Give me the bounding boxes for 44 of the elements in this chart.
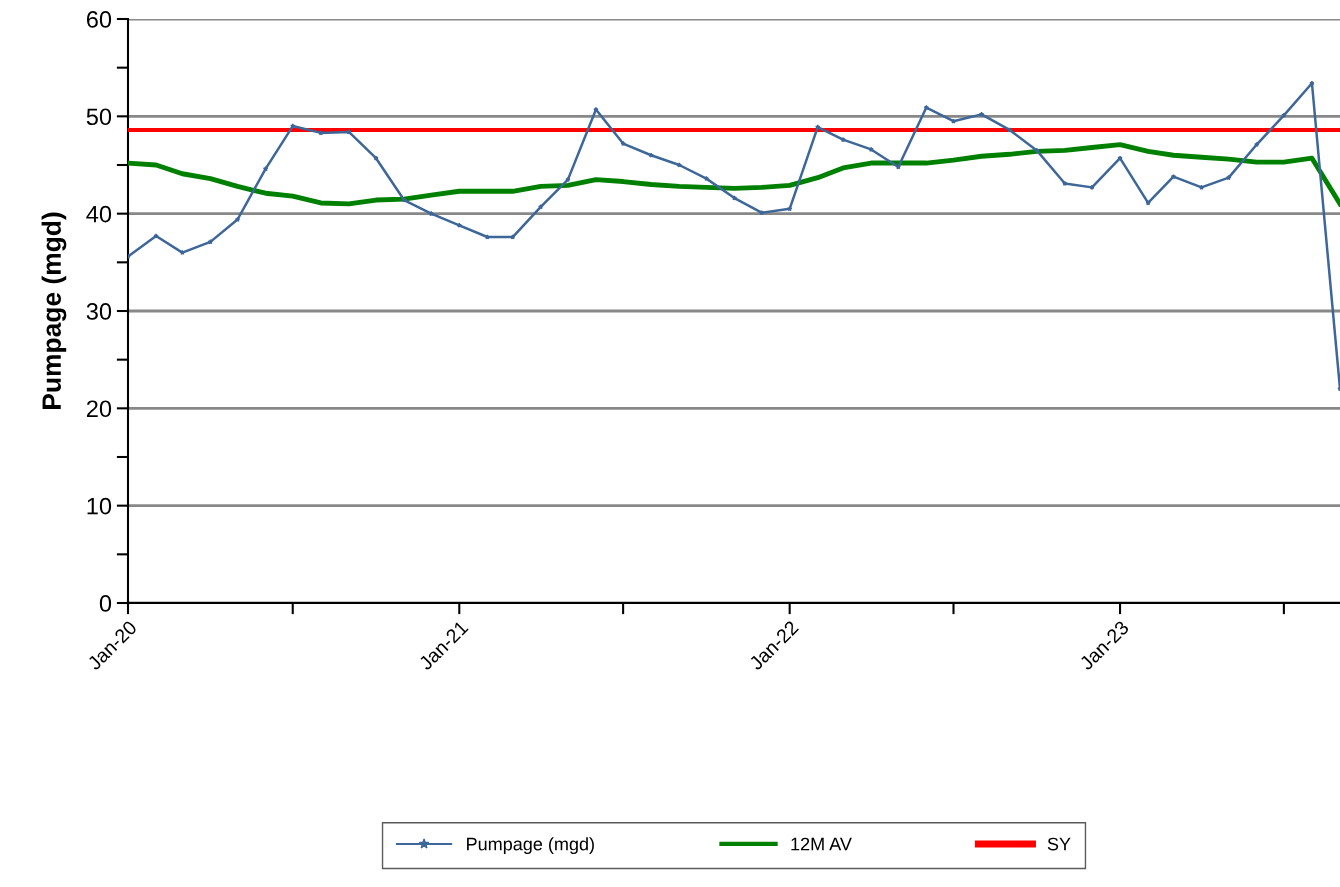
- point: [484, 234, 491, 240]
- point: [703, 175, 710, 182]
- point: [428, 210, 434, 217]
- point: [401, 197, 407, 203]
- point: [153, 233, 159, 239]
- point: [1170, 173, 1177, 180]
- point: [565, 176, 571, 182]
- line-series: [128, 142, 1340, 207]
- point: [840, 136, 846, 143]
- point: [648, 152, 654, 158]
- point: [290, 123, 296, 129]
- point: [1089, 184, 1095, 190]
- y-tick-label: 0: [99, 595, 112, 612]
- point: [1309, 80, 1315, 86]
- point: [786, 206, 793, 212]
- point: [620, 140, 626, 146]
- point: [1281, 112, 1287, 118]
- y-tick-label: 60: [86, 11, 112, 28]
- legend-label: SY: [1047, 837, 1071, 851]
- point: [1225, 174, 1232, 181]
- point: [1198, 184, 1205, 190]
- point: [1062, 180, 1068, 186]
- y-tick-label: 10: [87, 497, 112, 515]
- point: [1254, 141, 1260, 147]
- y-tick-label: 30: [86, 303, 112, 320]
- y-tick-label: 50: [86, 108, 112, 126]
- point: [373, 155, 379, 161]
- y-axis-title: Pumpage (mgd): [41, 212, 67, 409]
- point: [593, 106, 599, 112]
- legend-label: Pumpage (mgd): [467, 837, 594, 855]
- legend-label: 12M AV: [791, 837, 852, 851]
- y-tick-label: 20: [86, 400, 112, 418]
- y-tick-label: 40: [86, 205, 112, 223]
- point: [1117, 155, 1123, 161]
- point: [456, 222, 462, 228]
- point: [1034, 147, 1040, 153]
- point: [234, 216, 241, 222]
- point: [978, 111, 985, 117]
- point: [868, 146, 874, 152]
- point: [758, 209, 765, 216]
- point: [179, 249, 185, 255]
- point: [815, 124, 821, 130]
- point: [510, 234, 516, 240]
- point: [923, 104, 930, 110]
